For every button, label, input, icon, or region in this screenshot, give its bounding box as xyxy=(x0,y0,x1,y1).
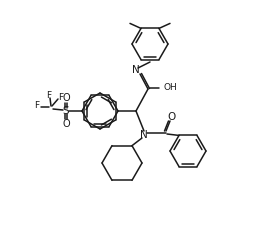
Text: N: N xyxy=(140,130,148,140)
Text: O: O xyxy=(62,119,70,129)
Text: F: F xyxy=(46,90,52,99)
Text: OH: OH xyxy=(164,82,178,92)
Text: O: O xyxy=(167,112,175,122)
Text: N: N xyxy=(132,65,140,75)
Text: S: S xyxy=(63,106,69,116)
Text: F: F xyxy=(34,101,39,111)
Text: F: F xyxy=(59,93,63,101)
Text: O: O xyxy=(62,93,70,103)
